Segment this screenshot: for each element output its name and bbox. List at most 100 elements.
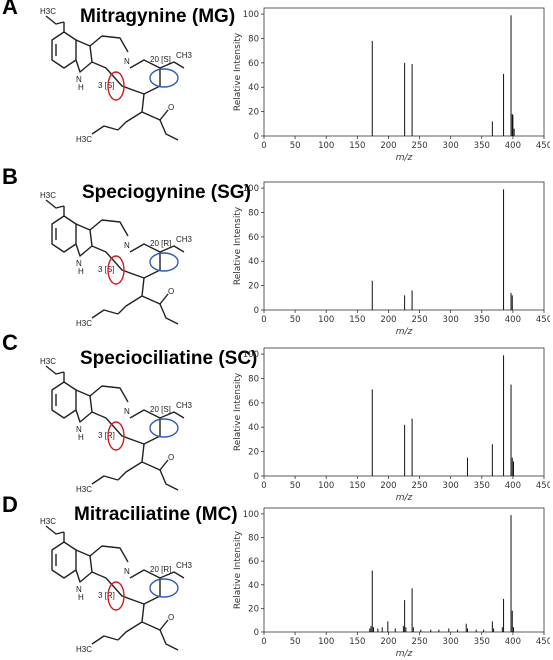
compound-name: Mitraciliatine (MC)	[74, 504, 238, 525]
ethyl-ch3-label: CH3	[176, 401, 193, 410]
x-tick-label: 200	[380, 315, 396, 325]
methoxy-label: H3C	[76, 485, 92, 494]
ethyl-ch3-label: CH3	[176, 235, 193, 244]
y-tick-label: 100	[243, 350, 259, 360]
bond	[91, 245, 107, 253]
ethyl-bond	[159, 411, 185, 419]
plot-frame	[263, 181, 545, 311]
piperidine-n-label: N	[124, 407, 130, 416]
y-axis-label: Relative Intensity	[233, 372, 243, 451]
y-tick-label: 80	[248, 34, 259, 44]
side-chain-bond	[117, 93, 145, 131]
indole-n-label: N	[76, 425, 82, 434]
methoxy-label: H3C	[76, 645, 92, 654]
ethyl-ch3-label: CH3	[176, 51, 193, 60]
c3-highlight-circle	[107, 581, 125, 611]
bond	[91, 411, 107, 419]
piperidine-n-label: N	[124, 57, 130, 66]
x-tick-label: 350	[474, 315, 490, 325]
methyl-label: H3C	[40, 7, 56, 16]
x-tick-label: 250	[411, 637, 427, 647]
carbonyl-o-label: O	[168, 103, 174, 112]
y-tick-label: 80	[248, 374, 259, 384]
c20-stereo-label: 20 [R]	[150, 239, 171, 248]
indole-h-label: H	[78, 593, 84, 602]
c20-highlight-circle	[149, 252, 179, 272]
y-tick-label: 20	[248, 448, 259, 458]
c3-stereo-label: 3 [S]	[98, 81, 114, 90]
x-tick-label: 250	[411, 315, 427, 325]
methoxy-bond	[91, 309, 119, 319]
panel-letter: C	[2, 330, 18, 355]
indole-h-label: H	[78, 267, 84, 276]
x-tick-label: 0	[261, 141, 266, 151]
y-axis-label: Relative Intensity	[233, 32, 243, 111]
y-tick-label: 100	[243, 10, 259, 20]
x-tick-label: 200	[380, 637, 396, 647]
x-tick-label: 400	[505, 637, 521, 647]
panel-letter: B	[2, 164, 18, 189]
y-tick-label: 100	[243, 184, 259, 194]
y-tick-label: 20	[248, 282, 259, 292]
methoxy-bond	[45, 365, 65, 375]
x-tick-label: 250	[411, 141, 427, 151]
c3-stereo-label: 3 [R]	[98, 431, 115, 440]
panel-a: A Mitragynine (MG) H3C N H N CH3 3 [S] 20 [S] O…	[0, 0, 553, 165]
x-tick-label: 150	[349, 315, 365, 325]
ethyl-bond	[159, 61, 185, 69]
y-tick-label: 80	[248, 534, 259, 544]
x-tick-label: 150	[349, 141, 365, 151]
ester-bond	[141, 619, 169, 631]
methoxy-bond	[45, 15, 65, 25]
indole-h-label: H	[78, 433, 84, 442]
y-tick-label: 40	[248, 581, 259, 591]
ester-bond	[159, 119, 179, 141]
piperidine-bond	[89, 385, 129, 403]
x-tick-label: 350	[474, 637, 490, 647]
methyl-label: H3C	[40, 517, 56, 526]
ethyl-ch3-label: CH3	[176, 561, 193, 570]
methoxy-bond	[45, 525, 65, 535]
x-tick-label: 50	[290, 637, 301, 647]
methoxy-label: H3C	[76, 135, 92, 144]
pyrrole-ring	[75, 223, 93, 257]
x-axis-label: m/z	[396, 327, 413, 337]
compound-name: Mitragynine (MG)	[80, 6, 236, 27]
side-chain-bond	[117, 443, 145, 481]
x-tick-label: 100	[318, 141, 334, 151]
c20-stereo-label: 20 [R]	[150, 565, 171, 574]
y-tick-label: 100	[243, 510, 259, 520]
x-tick-label: 50	[290, 315, 301, 325]
x-tick-label: 250	[411, 481, 427, 491]
mass-spectrum-chart: 0 50 100 150 200 250 300 350 400 450 0 20 40 60 80 100 m…	[233, 181, 550, 337]
plot-frame	[263, 347, 545, 477]
mass-spectrum-chart: 0 50 100 150 200 250 300 350 400 450 0 20 40 60 80 100 m…	[233, 347, 550, 503]
mass-spectrum-chart: 0 50 100 150 200 250 300 350 400 450 0 20 40 60 80 100 m…	[233, 507, 550, 659]
y-tick-label: 40	[248, 83, 259, 93]
y-tick-label: 0	[254, 132, 259, 142]
x-tick-label: 400	[505, 481, 521, 491]
panel-d: D Mitraciliatine (MC) H3C N H N CH3 3 [R] 20 […	[0, 492, 553, 660]
x-tick-label: 300	[443, 141, 459, 151]
methyl-label: H3C	[40, 191, 56, 200]
y-tick-label: 80	[248, 208, 259, 218]
y-tick-label: 20	[248, 604, 259, 614]
x-tick-label: 400	[505, 315, 521, 325]
x-tick-label: 100	[318, 637, 334, 647]
indole-n-label: N	[76, 585, 82, 594]
c3-highlight-circle	[107, 421, 125, 451]
methoxy-bond	[91, 125, 119, 135]
y-tick-label: 60	[248, 59, 259, 69]
methoxy-label: H3C	[76, 319, 92, 328]
ester-bond	[141, 293, 169, 305]
x-tick-label: 100	[318, 481, 334, 491]
plot-frame	[263, 7, 545, 137]
ethyl-bond	[159, 245, 185, 253]
